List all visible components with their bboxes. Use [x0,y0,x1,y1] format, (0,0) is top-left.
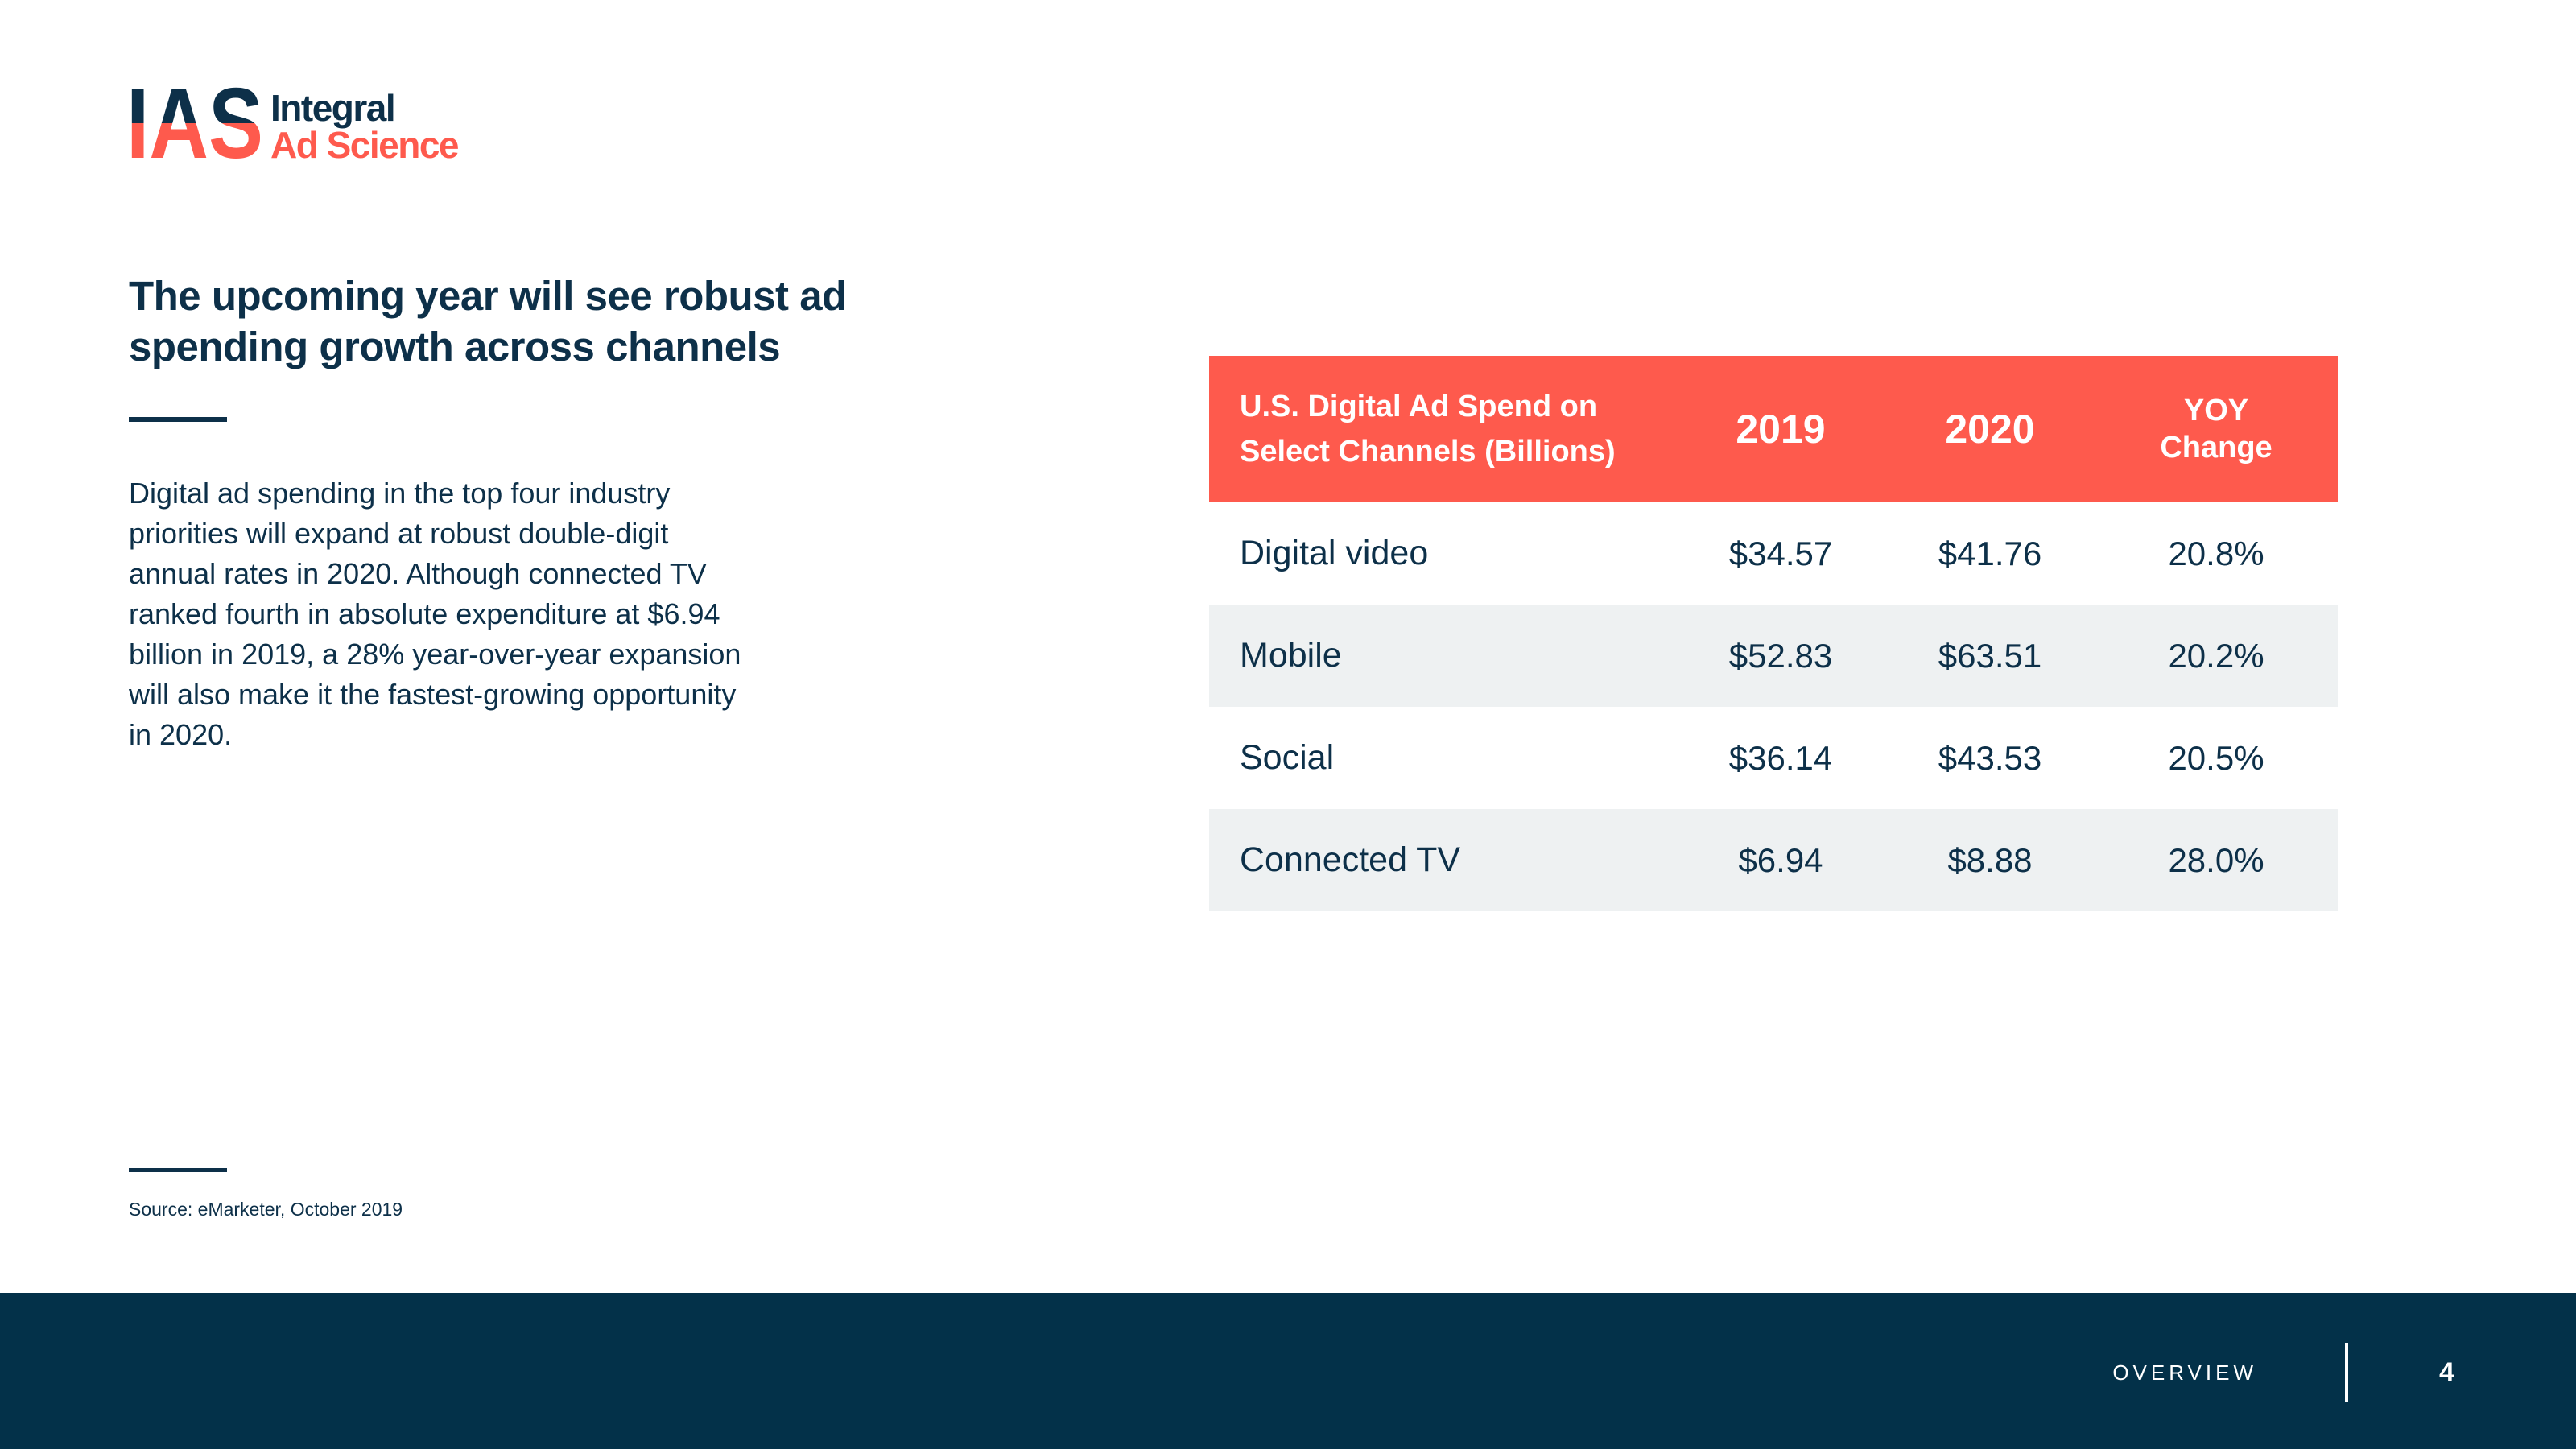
value-2020-cell: $8.88 [1947,840,2033,879]
value-2020-cell: $41.76 [1938,534,2042,572]
logo-text-ad-science: Ad Science [270,124,460,166]
yoy-cell: 28.0% [2168,840,2264,879]
logo-text-integral: Integral [270,87,396,129]
channel-cell: Connected TV [1240,840,1461,879]
table-header-yoy-line1: YOY [2183,394,2249,427]
ad-spend-table: U.S. Digital Ad Spend on Select Channels… [1209,356,2338,911]
value-2019-cell: $52.83 [1728,636,1833,675]
table-header-title-line2: Select Channels (Billions) [1240,435,1616,469]
channel-cell: Digital video [1240,534,1429,572]
yoy-cell: 20.5% [2168,738,2264,777]
table-header-title: U.S. Digital Ad Spend on Select Channels… [1209,384,1692,474]
value-2020-cell: $43.53 [1938,738,2042,777]
title-divider [129,417,227,422]
table-header-yoy-line2: Change [2160,431,2273,464]
channel-cell: Social [1240,738,1335,777]
table-row: Connected TV $6.94 $8.88 28.0% [1209,809,2338,911]
footer-bar: OVERVIEW 4 [0,1293,2576,1449]
table-header-2020: 2020 [1945,407,2035,452]
body-paragraph: Digital ad spending in the top four indu… [129,477,741,751]
svg-text:IAS: IAS [129,86,263,160]
ias-logo: IAS IAS Integral Ad Science [129,85,475,165]
page-title: The upcoming year will see robust ad spe… [129,273,847,369]
table-header-2019: 2019 [1736,407,1826,452]
value-2019-cell: $6.94 [1738,840,1823,879]
table-header-title-line1: U.S. Digital Ad Spend on [1240,390,1598,423]
source-divider [129,1168,227,1172]
source-note: Source: eMarketer, October 2019 [129,1199,403,1220]
value-2019-cell: $36.14 [1728,738,1833,777]
yoy-cell: 20.2% [2168,636,2264,675]
svg-text:IAS: IAS [129,86,263,160]
table-row: Mobile $52.83 $63.51 20.2% [1209,605,2338,707]
table-header-row: U.S. Digital Ad Spend on Select Channels… [1209,356,2338,502]
value-2020-cell: $63.51 [1938,636,2042,675]
ias-logo-mark: IAS IAS [129,86,263,160]
footer-divider [2345,1343,2348,1402]
table-row: Social $36.14 $43.53 20.5% [1209,707,2338,809]
footer-section-label: OVERVIEW [2112,1360,2257,1385]
table-header-yoy: YOY Change [2111,392,2322,466]
channel-cell: Mobile [1240,636,1342,675]
table-row: Digital video $34.57 $41.76 20.8% [1209,502,2338,605]
yoy-cell: 20.8% [2168,534,2264,572]
value-2019-cell: $34.57 [1728,534,1833,572]
page-number: 4 [2439,1357,2454,1388]
